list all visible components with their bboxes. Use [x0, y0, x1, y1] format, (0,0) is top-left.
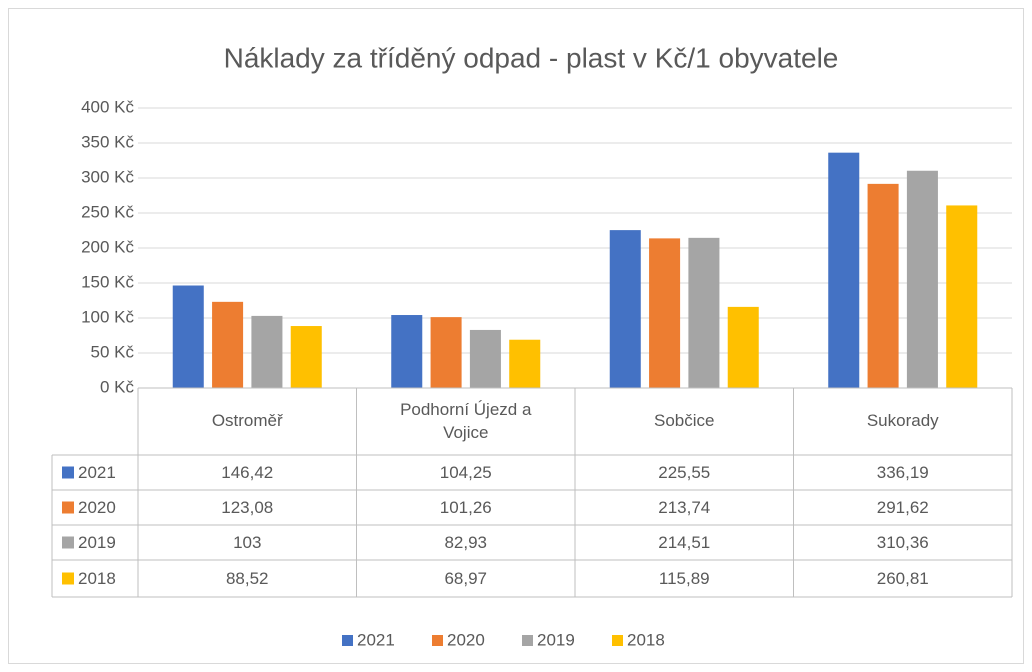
- category-cell: Podhorní Újezd a Vojice: [400, 399, 532, 442]
- category-cell: Sukorady: [866, 411, 939, 431]
- legend-key: [522, 635, 533, 646]
- table-value: 146,42: [221, 463, 273, 482]
- y-tick-label: 50 Kč: [91, 342, 135, 361]
- table-value: 104,25: [440, 463, 492, 482]
- bar: [391, 315, 423, 388]
- legend-key: [62, 466, 74, 479]
- table-value: 123,08: [221, 498, 273, 517]
- bar: [172, 285, 204, 388]
- legend-label: 2018: [627, 630, 665, 649]
- table-value: 213,74: [658, 498, 710, 517]
- table-value: 260,81: [877, 569, 929, 588]
- bar: [609, 230, 641, 388]
- bar: [688, 237, 720, 388]
- legend-key: [342, 635, 353, 646]
- x-tick-label: Sobčice: [654, 411, 715, 431]
- table-value: 82,93: [444, 533, 487, 552]
- bar: [212, 301, 244, 388]
- y-tick-label: 150 Kč: [81, 272, 134, 291]
- table-value: 336,19: [877, 463, 929, 482]
- table-value: 103: [233, 533, 261, 552]
- bar: [509, 339, 541, 388]
- y-tick-label: 0 Kč: [100, 377, 135, 396]
- y-tick-label: 400 Kč: [81, 97, 134, 116]
- legend-key: [612, 635, 623, 646]
- legend-key: [62, 501, 74, 514]
- bar: [906, 170, 938, 388]
- table-value: 101,26: [440, 498, 492, 517]
- x-tick-label: Ostroměř: [211, 411, 283, 431]
- bar: [251, 315, 283, 388]
- legend-label: 2020: [447, 630, 485, 649]
- category-cell: Sobčice: [654, 411, 715, 431]
- legend-label: 2019: [537, 630, 575, 649]
- legend-key: [432, 635, 443, 646]
- category-cell: Ostroměř: [211, 411, 283, 431]
- bar: [828, 152, 860, 388]
- table-value: 291,62: [877, 498, 929, 517]
- y-tick-label: 100 Kč: [81, 307, 134, 326]
- bar: [430, 317, 462, 388]
- table-value: 214,51: [658, 533, 710, 552]
- legend-key: [62, 536, 74, 549]
- y-tick-label: 250 Kč: [81, 202, 134, 221]
- bar: [727, 306, 759, 388]
- x-tick-label: Sukorady: [866, 411, 939, 431]
- table-series-label: 2018: [78, 569, 116, 588]
- bar: [946, 205, 978, 388]
- chart-title: Náklady za tříděný odpad - plast v Kč/1 …: [224, 42, 839, 73]
- table-value: 88,52: [226, 569, 269, 588]
- y-tick-label: 200 Kč: [81, 237, 134, 256]
- bar: [469, 329, 501, 388]
- x-tick-label: Podhorní Újezd a Vojice: [400, 399, 532, 442]
- table-value: 115,89: [659, 569, 710, 588]
- table-value: 68,97: [444, 569, 487, 588]
- legend-label: 2021: [357, 630, 395, 649]
- bar: [867, 183, 899, 388]
- y-tick-label: 300 Kč: [81, 167, 134, 186]
- table-series-label: 2020: [78, 498, 116, 517]
- table-value: 225,55: [658, 463, 710, 482]
- table-value: 310,36: [877, 533, 929, 552]
- bar: [290, 326, 322, 388]
- bar: [649, 238, 681, 388]
- legend-key: [62, 572, 74, 585]
- table-series-label: 2021: [78, 463, 116, 482]
- y-tick-label: 350 Kč: [81, 132, 134, 151]
- table-series-label: 2019: [78, 533, 116, 552]
